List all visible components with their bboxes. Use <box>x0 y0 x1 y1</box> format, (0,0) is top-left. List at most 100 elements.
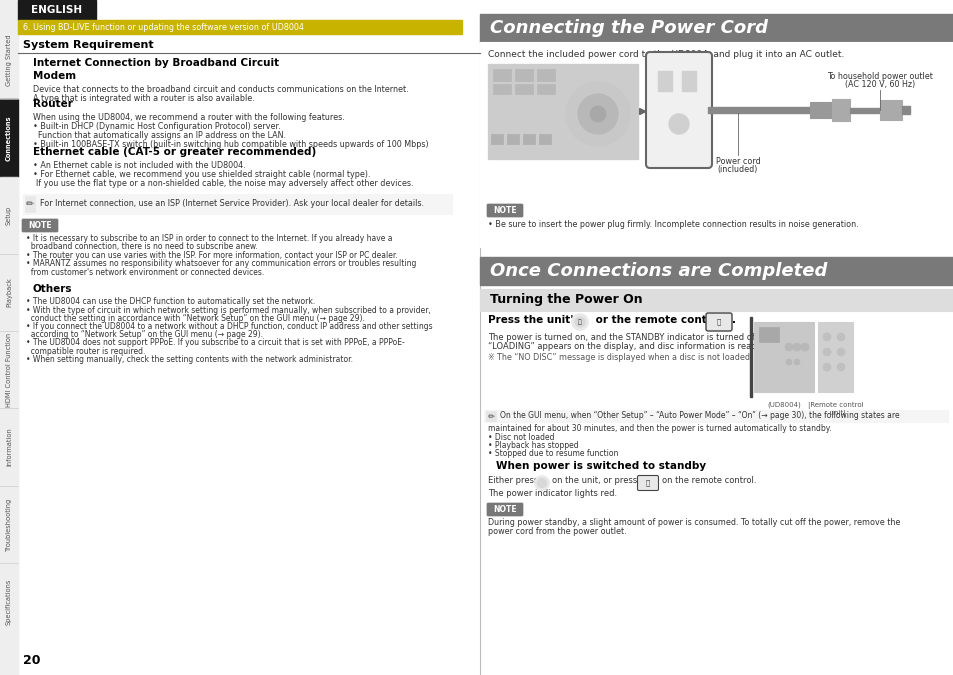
Text: NOTE: NOTE <box>493 206 517 215</box>
Text: Ethernet cable (CAT-5 or greater recommended): Ethernet cable (CAT-5 or greater recomme… <box>33 147 315 157</box>
Bar <box>537 69 555 81</box>
Circle shape <box>578 94 618 134</box>
FancyBboxPatch shape <box>486 503 522 516</box>
Bar <box>0 0 18 675</box>
Bar <box>537 84 555 94</box>
Bar <box>515 69 533 81</box>
Text: ⏻: ⏻ <box>578 319 581 325</box>
Bar <box>18 0 96 20</box>
Text: Connecting the Power Cord: Connecting the Power Cord <box>490 19 767 37</box>
Text: compatible router is required.: compatible router is required. <box>26 347 145 356</box>
Text: Connect the included power cord to the UD8004, and plug it into an AC outlet.: Connect the included power cord to the U… <box>488 50 843 59</box>
Text: on the unit, or press: on the unit, or press <box>552 476 637 485</box>
Circle shape <box>793 359 800 365</box>
Text: Router: Router <box>33 99 72 109</box>
Text: from customer's network environment or connected devices.: from customer's network environment or c… <box>26 268 264 277</box>
Text: Specifications: Specifications <box>6 578 12 624</box>
Bar <box>759 327 779 342</box>
Bar <box>18 20 461 34</box>
Bar <box>681 71 696 91</box>
Circle shape <box>537 479 546 487</box>
Bar <box>479 14 953 42</box>
Text: • Be sure to insert the power plug firmly. Incomplete connection results in nois: • Be sure to insert the power plug firml… <box>488 220 858 229</box>
Bar <box>506 134 518 144</box>
Bar <box>901 106 909 114</box>
Bar <box>0 485 18 563</box>
Bar <box>753 322 813 392</box>
Text: “LOADING” appears on the display, and disc information is read.: “LOADING” appears on the display, and di… <box>488 342 759 351</box>
Text: power cord from the power outlet.: power cord from the power outlet. <box>488 527 626 536</box>
Text: or the remote control's: or the remote control's <box>592 315 731 325</box>
Text: To household power outlet: To household power outlet <box>826 72 932 81</box>
Text: Modem: Modem <box>33 71 76 81</box>
Bar <box>479 42 953 247</box>
Circle shape <box>572 314 587 330</box>
Text: Internet Connection by Broadband Circuit: Internet Connection by Broadband Circuit <box>33 58 279 68</box>
Bar <box>25 196 35 212</box>
Circle shape <box>836 363 844 371</box>
Text: ENGLISH: ENGLISH <box>31 5 83 15</box>
Text: • When setting manually, check the setting contents with the network administrat: • When setting manually, check the setti… <box>26 355 353 364</box>
Text: • MARANTZ assumes no responsibility whatsoever for any communication errors or t: • MARANTZ assumes no responsibility what… <box>26 259 416 269</box>
Text: Press the unit's: Press the unit's <box>488 315 579 325</box>
Bar <box>849 108 879 113</box>
Text: according to “Network Setup” on the GUI menu (→ page 29).: according to “Network Setup” on the GUI … <box>26 330 263 340</box>
Bar <box>488 64 638 159</box>
Text: Turning the Power On: Turning the Power On <box>490 294 642 306</box>
Circle shape <box>792 343 801 351</box>
Text: Others: Others <box>33 284 72 294</box>
Text: ⏻: ⏻ <box>645 480 649 486</box>
Text: Troubleshooting: Troubleshooting <box>6 497 12 551</box>
Text: Device that connects to the broadband circuit and conducts communications on the: Device that connects to the broadband ci… <box>33 85 408 94</box>
Text: • The UD8004 does not support PPPoE. If you subscribe to a circuit that is set w: • The UD8004 does not support PPPoE. If … <box>26 338 404 348</box>
Bar <box>23 194 452 214</box>
Text: Information: Information <box>6 427 12 466</box>
Bar <box>479 257 953 285</box>
Text: Power cord: Power cord <box>715 157 760 166</box>
Circle shape <box>589 106 605 122</box>
Text: When power is switched to standby: When power is switched to standby <box>496 461 705 471</box>
Text: • Disc not loaded: • Disc not loaded <box>488 433 554 442</box>
Text: NOTE: NOTE <box>29 221 51 230</box>
Circle shape <box>801 343 808 351</box>
Text: • An Ethernet cable is not included with the UD8004.: • An Ethernet cable is not included with… <box>33 161 245 170</box>
Text: Once Connections are Completed: Once Connections are Completed <box>490 262 826 280</box>
Bar <box>879 100 901 120</box>
Bar <box>22 286 29 292</box>
Bar <box>483 410 947 422</box>
Bar <box>538 134 551 144</box>
Text: During power standby, a slight amount of power is consumed. To totally cut off t: During power standby, a slight amount of… <box>488 518 900 527</box>
Circle shape <box>836 348 844 356</box>
Bar <box>0 254 18 331</box>
Text: Getting Started: Getting Started <box>6 35 12 86</box>
Text: • With the type of circuit in which network setting is performed manually, when : • With the type of circuit in which netw… <box>26 306 431 315</box>
Circle shape <box>565 82 629 146</box>
Text: HDMI Control Function: HDMI Control Function <box>6 333 12 406</box>
Text: • If you connect the UD8004 to a network without a DHCP function, conduct IP add: • If you connect the UD8004 to a network… <box>26 322 432 331</box>
Bar <box>0 331 18 408</box>
Bar <box>0 563 18 640</box>
Text: Playback: Playback <box>6 277 12 307</box>
FancyBboxPatch shape <box>22 219 58 232</box>
Text: (AC 120 V, 60 Hz): (AC 120 V, 60 Hz) <box>844 80 914 89</box>
Text: The power is turned on, and the STANDBY indicator is turned off.: The power is turned on, and the STANDBY … <box>488 333 760 342</box>
Text: maintained for about 30 minutes, and then the power is turned automatically to s: maintained for about 30 minutes, and the… <box>488 424 831 433</box>
Text: • It is necessary to subscribe to an ISP in order to connect to the Internet. If: • It is necessary to subscribe to an ISP… <box>26 234 392 243</box>
Text: • Playback has stopped: • Playback has stopped <box>488 441 578 450</box>
Bar <box>491 134 502 144</box>
FancyBboxPatch shape <box>637 475 658 491</box>
Text: |Remote control
  unit|: |Remote control unit| <box>807 402 862 417</box>
Bar <box>749 317 751 397</box>
Text: ※ The “NO DISC” message is displayed when a disc is not loaded.: ※ The “NO DISC” message is displayed whe… <box>488 353 752 362</box>
Text: 20: 20 <box>23 653 40 666</box>
Text: ✏: ✏ <box>487 412 494 421</box>
Bar <box>0 176 18 254</box>
Bar <box>493 69 511 81</box>
Bar <box>483 463 491 470</box>
Text: (UD8004): (UD8004) <box>766 402 800 408</box>
Bar <box>22 60 29 67</box>
Text: • The UD8004 can use the DHCP function to automatically set the network.: • The UD8004 can use the DHCP function t… <box>26 298 314 306</box>
Text: When using the UD8004, we recommend a router with the following features.: When using the UD8004, we recommend a ro… <box>33 113 344 122</box>
Text: System Requirement: System Requirement <box>23 40 153 50</box>
Text: .: . <box>731 315 735 325</box>
